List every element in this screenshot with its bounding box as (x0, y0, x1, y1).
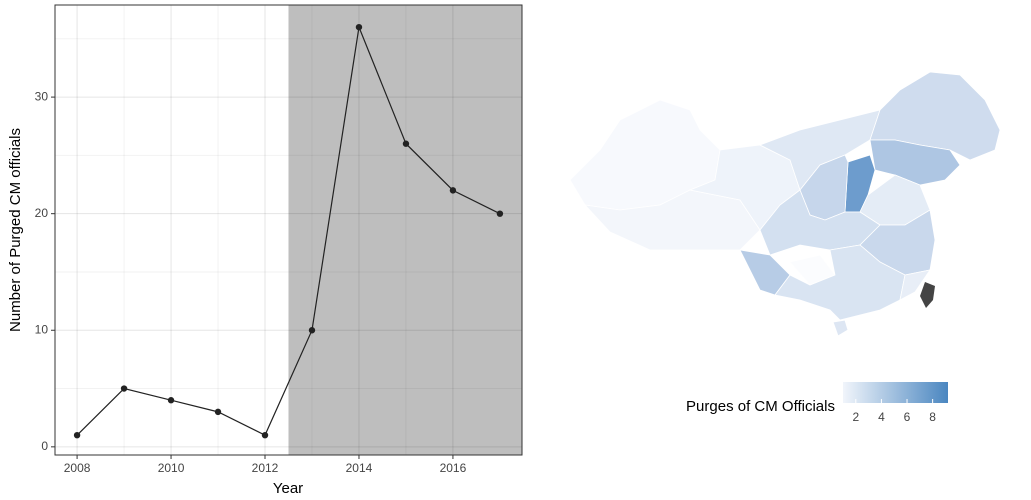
data-point (449, 187, 457, 194)
data-point (355, 23, 363, 31)
y-tick-label: 30 (35, 89, 49, 103)
taiwan (920, 282, 935, 308)
data-point (261, 431, 269, 439)
x-tick-label: 2016 (440, 461, 467, 475)
y-tick-label: 10 (35, 322, 49, 336)
colorbar-label: 2 (852, 410, 859, 424)
data-point (308, 327, 316, 334)
data-point (214, 408, 222, 416)
region (759, 189, 881, 256)
region (899, 269, 931, 301)
y-tick-label: 20 (35, 206, 49, 220)
y-axis-label: Number of Purged CM officials (7, 128, 24, 332)
x-tick-label: 2014 (346, 461, 373, 475)
colorbar-label: 8 (929, 410, 936, 424)
shaded-region (288, 5, 522, 455)
region (759, 109, 881, 191)
plot-border (54, 4, 523, 456)
colorbar-label: 6 (904, 410, 911, 424)
x-tick-label: 2010 (158, 461, 185, 475)
data-point (496, 210, 504, 217)
region (869, 139, 961, 186)
data-point (73, 431, 81, 439)
colorbar-gradient (843, 382, 948, 403)
data-line (76, 24, 501, 436)
china-map (569, 71, 1001, 337)
x-tick-label: 2012 (252, 461, 279, 475)
data-point (402, 140, 410, 147)
x-tick-label: 2008 (64, 461, 91, 475)
region (774, 244, 906, 321)
legend-title: Purges of CM Officials (686, 398, 835, 415)
data-point (167, 397, 175, 404)
data-point (120, 385, 128, 392)
colorbar: 2 4 6 8 (843, 382, 948, 424)
colorbar-label: 4 (878, 410, 885, 424)
y-tick-label: 0 (41, 439, 48, 453)
line-panel: 2008 2010 2012 2014 2016 0 10 20 30 (35, 4, 523, 475)
x-axis-label: Year (273, 480, 303, 497)
hainan (832, 319, 849, 337)
